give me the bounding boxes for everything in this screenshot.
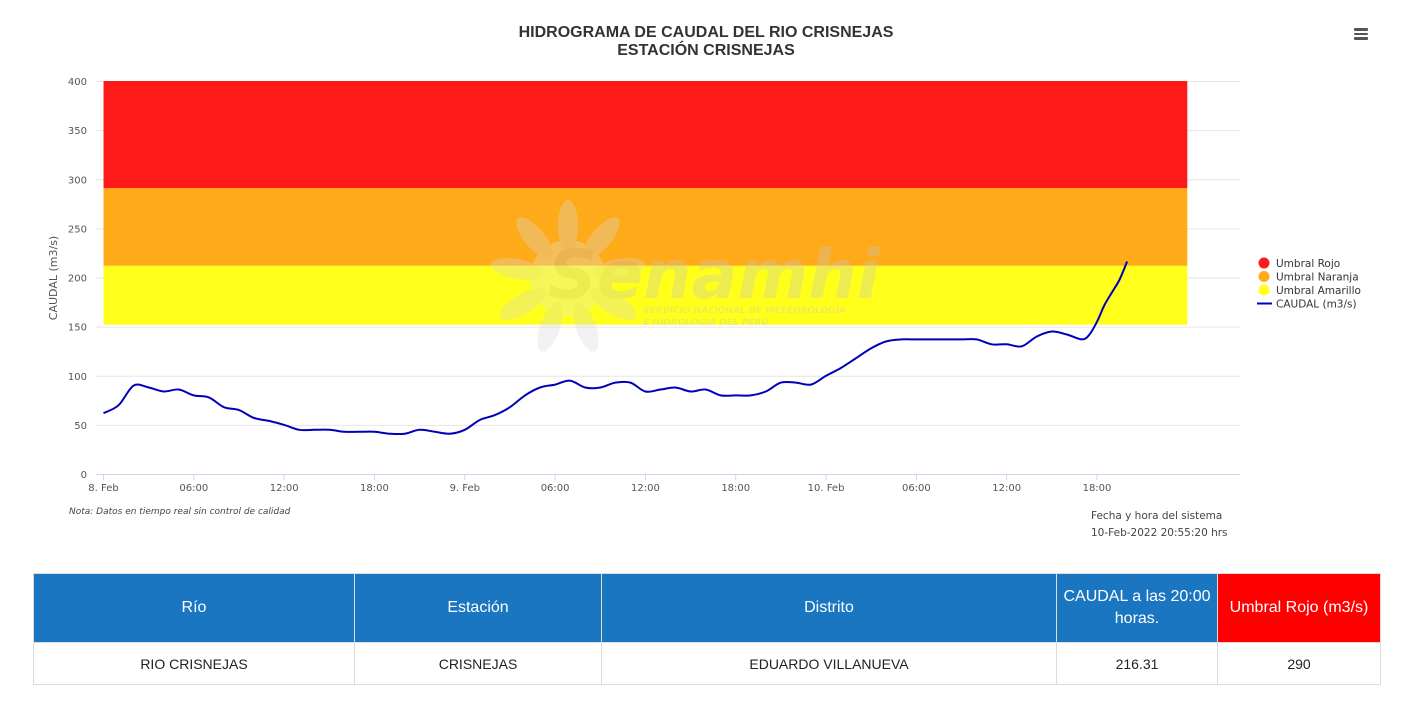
watermark-line1: SERVICIO NACIONAL DE METEOROLOGÍA — [643, 304, 846, 316]
legend-item[interactable]: CAUDAL (m3/s) — [1257, 299, 1357, 311]
table-row: RIO CRISNEJAS CRISNEJAS EDUARDO VILLANUE… — [33, 642, 1381, 685]
legend-label: Umbral Amarillo — [1276, 285, 1361, 297]
y-tick-label: 150 — [68, 323, 87, 334]
chart-title: HIDROGRAMA DE CAUDAL DEL RIO CRISNEJAS — [519, 24, 894, 41]
system-time-value: 10-Feb-2022 20:55:20 hrs — [1091, 527, 1228, 539]
x-tick-label: 12:00 — [270, 483, 299, 494]
legend-label: Umbral Naranja — [1276, 272, 1359, 284]
y-tick-label: 300 — [68, 175, 87, 186]
cell-estacion: CRISNEJAS — [354, 642, 602, 685]
x-tick-label: 06:00 — [902, 483, 931, 494]
x-axis-ticks: 8. Feb 06:00 12:00 18:00 9. Feb 06:00 12:00 18:… — [88, 474, 1111, 494]
series-line-caudal — [103, 261, 1129, 436]
threshold-band — [103, 265, 1188, 325]
y-tick-label: 50 — [74, 421, 87, 432]
cell-caudal: 216.31 — [1056, 642, 1218, 685]
cell-umbral-rojo: 290 — [1217, 642, 1381, 685]
y-tick-label: 200 — [68, 274, 87, 285]
cell-distrito: EDUARDO VILLANUEVA — [601, 642, 1057, 685]
y-tick-label: 0 — [81, 470, 87, 481]
header-rio: Río — [33, 573, 355, 643]
y-tick-label: 400 — [68, 77, 87, 88]
hydrograph-chart: HIDROGRAMA DE CAUDAL DEL RIO CRISNEJAS E… — [47, 24, 1361, 539]
threshold-band — [103, 81, 1188, 189]
y-tick-label: 100 — [68, 372, 87, 383]
x-tick-label: 06:00 — [179, 483, 208, 494]
x-tick-label: 18:00 — [721, 483, 750, 494]
senamhi-sun-logo — [491, 200, 645, 352]
y-tick-label: 250 — [68, 224, 87, 235]
header-estacion: Estación — [354, 573, 602, 643]
senamhi-watermark: Senamhi SERVICIO NACIONAL DE METEOROLOGÍ… — [491, 200, 882, 352]
hamburger-menu-icon[interactable] — [1348, 24, 1374, 46]
watermark-brand: Senamhi — [548, 236, 882, 315]
header-caudal: CAUDAL a las 20:00 horas. — [1056, 573, 1218, 643]
legend-item[interactable]: Umbral Amarillo — [1258, 284, 1361, 298]
data-quality-note: Nota: Datos en tiempo real sin control d… — [69, 507, 291, 517]
x-tick-label: 06:00 — [541, 483, 570, 494]
y-axis-title: CAUDAL (m3/s) — [47, 236, 60, 320]
watermark-line2: E HIDROLOGÍA DEL PERÚ — [643, 316, 769, 328]
x-tick-label: 9. Feb — [450, 483, 480, 494]
series-caudal — [103, 261, 1129, 436]
table-header-row: Río Estación Distrito CAUDAL a las 20:00… — [33, 573, 1381, 643]
x-tick-label: 18:00 — [360, 483, 389, 494]
chart-subtitle: ESTACIÓN CRISNEJAS — [617, 40, 795, 59]
threshold-band — [103, 188, 1188, 266]
threshold-bands — [103, 81, 1188, 325]
station-info-table: Río Estación Distrito CAUDAL a las 20:00… — [33, 573, 1381, 685]
x-tick-label: 12:00 — [631, 483, 660, 494]
legend-label: CAUDAL (m3/s) — [1276, 299, 1357, 311]
system-time-label: Fecha y hora del sistema — [1091, 510, 1222, 522]
y-tick-label: 350 — [68, 126, 87, 137]
x-tick-label: 8. Feb — [88, 483, 118, 494]
header-distrito: Distrito — [601, 573, 1057, 643]
x-tick-label: 18:00 — [1083, 483, 1112, 494]
header-umbral-rojo: Umbral Rojo (m3/s) — [1217, 573, 1381, 643]
legend-symbol — [1258, 271, 1270, 282]
legend-item[interactable]: Umbral Naranja — [1258, 271, 1359, 284]
legend-symbol — [1258, 284, 1270, 296]
cell-rio: RIO CRISNEJAS — [33, 642, 355, 685]
y-axis-ticks: 0 50 100 150 200 250 300 350 400 — [68, 77, 87, 481]
legend-symbol — [1258, 257, 1270, 269]
x-tick-label: 12:00 — [992, 483, 1021, 494]
legend-label: Umbral Rojo — [1276, 258, 1340, 270]
legend-item[interactable]: Umbral Rojo — [1258, 257, 1341, 271]
x-tick-label: 10. Feb — [808, 483, 845, 494]
